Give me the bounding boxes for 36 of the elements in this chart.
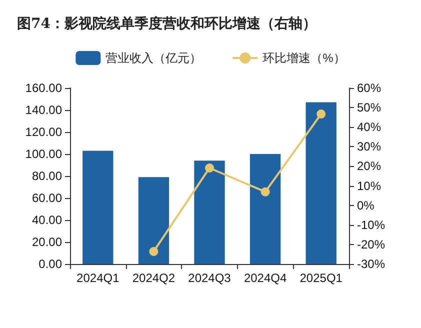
legend-label: 营业收入（亿元）	[106, 51, 202, 65]
y-tick-label: 20.00	[32, 235, 62, 249]
y-tick-label: 100.00	[25, 147, 62, 161]
bar	[306, 102, 336, 264]
point	[260, 187, 270, 196]
x-tick-label: 2025Q1	[300, 271, 343, 285]
y2-tick-label: 40%	[357, 120, 382, 134]
x-tick-label: 2024Q1	[76, 271, 120, 285]
y2-tick-label: 30%	[357, 140, 382, 154]
y2-tick-label: 10%	[357, 178, 382, 193]
point	[205, 163, 214, 172]
bar	[138, 177, 170, 264]
y2-tick-label: 50%	[357, 100, 382, 115]
y-tick-label: 120.00	[25, 125, 62, 139]
bar	[194, 160, 225, 264]
point	[149, 246, 158, 256]
y-tick-label: 40.00	[32, 213, 62, 227]
y-tick-label: 60.00	[32, 191, 62, 205]
chart-title: 图74：影视院线单季度营收和环比增速（右轴）	[17, 15, 316, 32]
y2-tick-label: -10%	[357, 218, 386, 232]
x-tick-label: 2024Q4	[244, 271, 287, 285]
y2-tick-label: -20%	[357, 237, 386, 252]
y-tick-label: 140.00	[25, 103, 62, 117]
y2-tick-label: 20%	[357, 159, 382, 174]
y2-tick-label: -30%	[357, 257, 386, 271]
y-tick-label: 80.00	[32, 169, 62, 183]
point	[316, 110, 326, 119]
bar	[82, 150, 114, 264]
y2-tick-label: 0%	[357, 198, 375, 212]
y2-tick-label: 60%	[357, 81, 382, 95]
x-tick-label: 2024Q3	[188, 271, 232, 285]
x-tick-label: 2024Q2	[132, 271, 176, 285]
y-tick-label: 160.00	[25, 81, 62, 95]
legend-label: 环比增速（%）	[262, 51, 346, 65]
bar	[250, 154, 281, 264]
y-tick-label: 0.00	[38, 257, 62, 271]
